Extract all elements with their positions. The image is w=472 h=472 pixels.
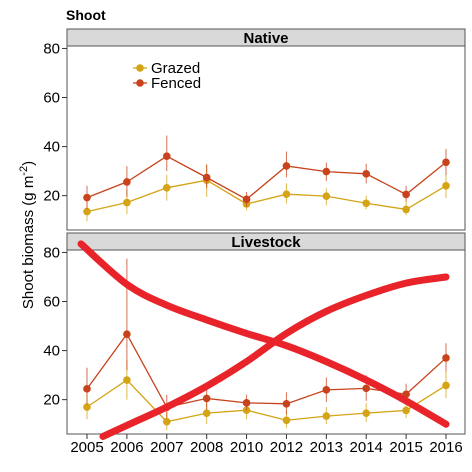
x-tick-label: 2007 (150, 439, 183, 456)
x-tick-label: 2005 (70, 439, 103, 456)
y-tick-label: 60 (43, 90, 60, 107)
data-point (123, 178, 131, 186)
x-tick-label: 2016 (429, 439, 462, 456)
data-point (282, 416, 291, 425)
legend-label: Fenced (151, 75, 201, 92)
legend-marker (136, 64, 144, 72)
data-point (123, 376, 131, 384)
data-point (362, 170, 371, 178)
series-fenced (83, 135, 450, 210)
series-line (86, 155, 447, 201)
data-point (83, 207, 91, 216)
y-axis-label: Shoot biomass (g m-2) (18, 161, 37, 309)
legend-label: Grazed (151, 60, 200, 77)
data-point (282, 400, 291, 408)
data-point (282, 190, 291, 198)
data-point (162, 152, 171, 160)
data-point (322, 192, 331, 200)
legend-marker (136, 79, 144, 87)
y-tick-label: 80 (43, 244, 60, 261)
series-line (86, 379, 447, 423)
legend-item-fenced: Fenced (133, 75, 201, 92)
data-point (362, 409, 371, 417)
strip-label: Livestock (231, 234, 301, 251)
annotation-curve-up (99, 273, 450, 440)
annotations (77, 240, 450, 440)
data-point (123, 198, 131, 207)
x-tick-label: 2010 (230, 439, 263, 456)
data-point (83, 193, 91, 202)
y-axis-label-text: Shoot biomass (g m (20, 176, 37, 309)
series-grazed (83, 163, 450, 222)
legend-item-grazed: Grazed (133, 60, 200, 77)
series-line (86, 179, 447, 213)
y-tick-label: 40 (43, 343, 60, 360)
y-axis-label-superscript: -2 (18, 166, 30, 176)
chart-title: Shoot (66, 7, 106, 23)
x-axis: 2005 2006 2007 2008 2010 2012 2013 2014 2015 2016 (70, 434, 463, 456)
data-point (362, 384, 371, 393)
series-grazed (83, 360, 450, 431)
data-point (322, 412, 331, 420)
data-point (322, 386, 331, 394)
data-point (402, 205, 410, 214)
data-point (202, 173, 211, 182)
x-tick-label: 2012 (270, 439, 303, 456)
panel-native: Native 20 40 60 80 (43, 28, 466, 231)
y-tick-label: 20 (43, 392, 60, 409)
y-axis-label-suffix: ) (20, 161, 37, 166)
y-tick-label: 60 (43, 294, 60, 311)
data-point (442, 158, 450, 167)
y-tick-label: 40 (43, 139, 60, 156)
data-point (202, 409, 211, 417)
data-point (242, 195, 251, 204)
x-tick-label: 2008 (190, 439, 223, 456)
data-point (162, 417, 171, 426)
data-point (362, 199, 371, 208)
y-tick-label: 80 (43, 40, 60, 57)
x-tick-label: 2013 (310, 439, 343, 456)
y-tick-label: 20 (43, 188, 60, 205)
data-point (442, 182, 450, 190)
data-point (442, 381, 450, 390)
data-point (322, 167, 331, 176)
data-point (402, 190, 410, 199)
strip-label: Native (243, 30, 288, 47)
data-point (442, 354, 450, 362)
data-point (202, 394, 211, 403)
panel-livestock: Livestock 20 40 60 80 (43, 232, 466, 435)
data-point (83, 403, 91, 411)
data-point (242, 399, 251, 407)
data-point (282, 162, 291, 170)
data-point (402, 406, 410, 415)
data-point (162, 184, 171, 192)
data-point (123, 330, 131, 338)
x-tick-label: 2006 (110, 439, 143, 456)
annotation-curve-down (77, 240, 450, 428)
x-tick-label: 2015 (389, 439, 422, 456)
x-tick-label: 2014 (350, 439, 383, 456)
data-point (83, 385, 91, 393)
